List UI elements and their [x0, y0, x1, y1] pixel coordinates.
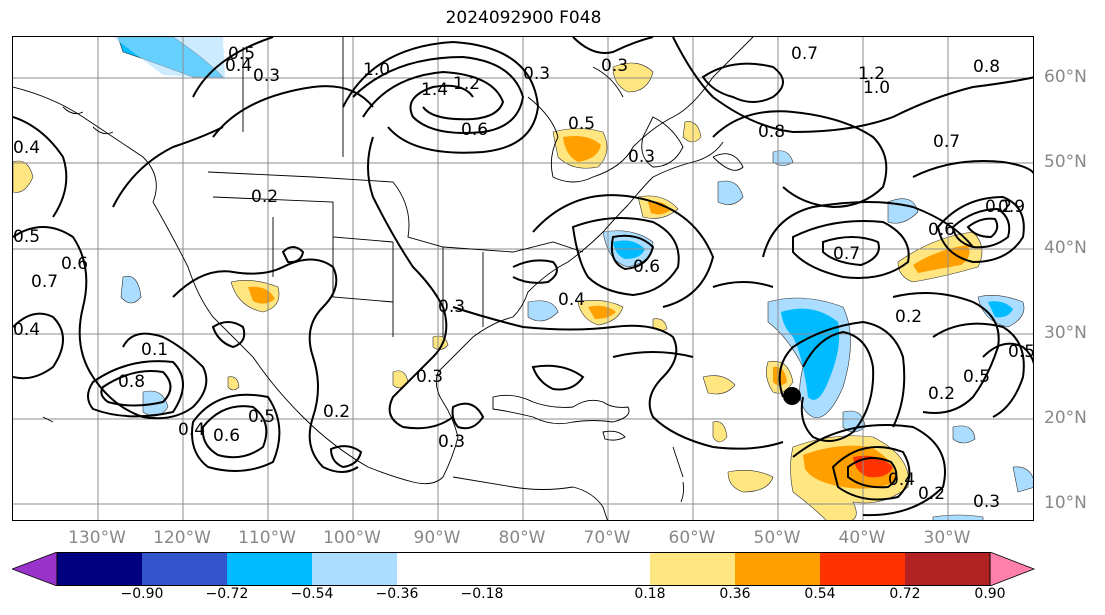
lon-label: 100°W	[323, 528, 381, 548]
contour-labels: 0.5 0.4 0.3 1.0 1.2 1.4 0.6 0.5 0.3 0.7 …	[13, 44, 1034, 512]
coastlines	[13, 37, 754, 520]
contour-label: 0.2	[895, 307, 922, 327]
lon-label: 110°W	[238, 528, 296, 548]
contour-label: 1.0	[363, 60, 390, 80]
contour-label: 0.3	[438, 297, 465, 317]
contour-label: 0.7	[933, 132, 960, 152]
storm-center-marker	[783, 387, 801, 405]
contour-label: 1.2	[858, 64, 885, 84]
lat-label: 20°N	[1044, 408, 1087, 428]
colorbar-segment	[650, 552, 735, 586]
contour-label: 0.2	[323, 402, 350, 422]
contour-label: 0.2	[928, 384, 955, 404]
contour-label: 0.7	[833, 244, 860, 264]
colorbar-tick: 0.36	[719, 586, 751, 602]
contour-label: 0.3	[253, 66, 280, 86]
lon-label: 80°W	[498, 528, 546, 548]
map-panel: 0.5 0.4 0.3 1.0 1.2 1.4 0.6 0.5 0.3 0.7 …	[12, 36, 1034, 521]
contour-label: 0.8	[118, 372, 145, 392]
contour-label: 0.3	[438, 432, 465, 452]
colorbar-segment	[820, 552, 905, 586]
lon-label: 50°W	[753, 528, 801, 548]
contour-label: 0.6	[461, 120, 488, 140]
colorbar-segment	[312, 552, 397, 586]
colorbar-tick: −0.72	[205, 586, 249, 602]
contour-label: 0.3	[523, 64, 550, 84]
contour-label: 0.3	[416, 367, 443, 387]
contour-label: 0.2	[251, 187, 278, 207]
contour-label: 0.5	[568, 114, 595, 134]
lat-label: 50°N	[1044, 152, 1087, 172]
colorbar-tick: 0.18	[634, 586, 666, 602]
colorbar-segment	[57, 552, 142, 586]
contour-label: 0.5	[963, 367, 990, 387]
contour-label: 1.0	[863, 78, 890, 98]
colorbar-tick: 0.90	[974, 586, 1006, 602]
contour-label: 0.9	[998, 197, 1025, 217]
map-canvas: 0.5 0.4 0.3 1.0 1.2 1.4 0.6 0.5 0.3 0.7 …	[13, 37, 1034, 520]
lat-label: 10°N	[1044, 493, 1087, 513]
colorbar-segment	[142, 552, 227, 586]
contour-label: 0.2	[918, 484, 945, 504]
colorbar-segment	[482, 552, 650, 586]
colorbar-segment	[905, 552, 990, 586]
contour-label: 0.6	[633, 257, 660, 277]
contour-label: 1.4	[421, 80, 448, 100]
contour-label: 0.5	[248, 407, 275, 427]
lon-label: 60°W	[668, 528, 716, 548]
colorbar-tick: 0.54	[804, 586, 836, 602]
lon-label: 120°W	[153, 528, 211, 548]
contour-label: 0.6	[61, 254, 88, 274]
contour-label: 0.8	[973, 57, 1000, 77]
colorbar-tick: −0.36	[375, 586, 419, 602]
map-title: 2024092900 F048	[445, 8, 602, 28]
contour-label: 0.1	[141, 340, 168, 360]
contour-label: 0.4	[13, 138, 40, 158]
lon-label: 130°W	[68, 528, 126, 548]
contour-label: 0.8	[758, 122, 785, 142]
colorbar	[12, 552, 1036, 586]
contour-label: 0.2	[985, 197, 1012, 217]
contour-label: 0.7	[791, 44, 818, 64]
contour-label: 0.6	[928, 220, 955, 240]
contour-label: 1.2	[453, 74, 480, 94]
lon-label: 90°W	[413, 528, 461, 548]
lon-label: 70°W	[583, 528, 631, 548]
lon-label: 40°W	[838, 528, 886, 548]
colorbar-segment	[397, 552, 482, 586]
lat-label: 30°N	[1044, 323, 1087, 343]
contour-label: 0.4	[225, 56, 252, 76]
contour-label: 0.5	[1008, 342, 1034, 362]
colorbar-tick: 0.72	[889, 586, 921, 602]
contour-label: 0.4	[13, 320, 40, 340]
colorbar-segment	[735, 552, 820, 586]
colorbar-segment	[12, 552, 58, 586]
contour-label: 0.5	[13, 227, 40, 247]
colorbar-tick: −0.18	[460, 586, 504, 602]
lat-label: 40°N	[1044, 238, 1087, 258]
contour-label: 0.3	[628, 147, 655, 167]
contour-label: 0.6	[213, 426, 240, 446]
lat-label: 60°N	[1044, 67, 1087, 87]
colorbar-segment	[989, 552, 1036, 586]
contour-label: 0.4	[888, 470, 915, 490]
positive-anomaly-shading	[13, 62, 983, 520]
lon-label: 30°W	[923, 528, 971, 548]
contour-label: 0.3	[601, 56, 628, 76]
contour-label: 0.4	[558, 290, 585, 310]
contour-label: 0.4	[178, 420, 205, 440]
colorbar-tick: −0.54	[290, 586, 334, 602]
contour-lines	[13, 37, 1033, 517]
negative-anomaly-shading	[113, 37, 1033, 520]
contour-label: 0.3	[973, 492, 1000, 512]
colorbar-tick: −0.90	[120, 586, 164, 602]
colorbar-segment	[227, 552, 312, 586]
contour-label: 0.5	[228, 44, 255, 64]
contour-label: 0.7	[31, 272, 58, 292]
